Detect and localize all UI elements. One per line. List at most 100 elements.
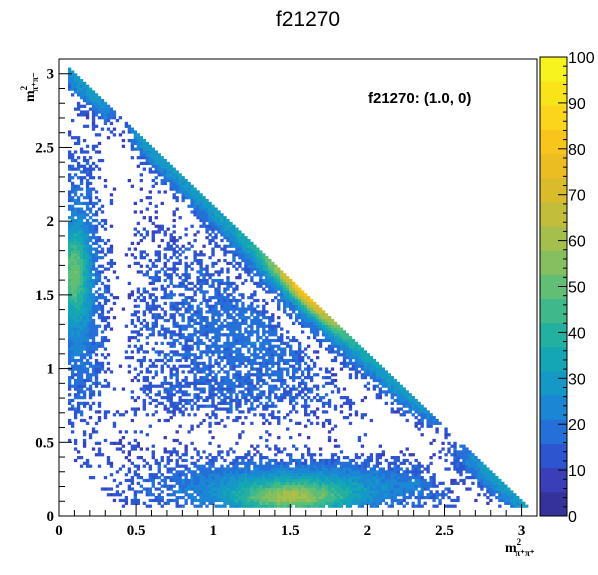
heatmap-cell bbox=[166, 407, 170, 411]
heatmap-cell bbox=[283, 278, 287, 283]
heatmap-cell bbox=[88, 198, 93, 203]
heatmap-cell bbox=[154, 364, 158, 368]
heatmap-cell bbox=[112, 316, 117, 320]
heatmap-cell bbox=[202, 330, 206, 334]
heatmap-cell bbox=[160, 156, 164, 160]
heatmap-cell bbox=[280, 356, 284, 360]
heatmap-cell bbox=[330, 378, 335, 383]
heatmap-cell bbox=[73, 273, 78, 277]
heatmap-cell bbox=[139, 264, 143, 268]
heatmap-cell bbox=[94, 373, 99, 377]
heatmap-cell bbox=[145, 301, 149, 305]
heatmap-cell bbox=[339, 333, 344, 337]
heatmap-cell bbox=[187, 413, 191, 417]
heatmap-cell bbox=[223, 407, 227, 411]
heatmap-cell bbox=[330, 324, 335, 328]
heatmap-cell bbox=[280, 384, 284, 388]
heatmap-cell bbox=[250, 321, 254, 325]
heatmap-cell bbox=[271, 470, 275, 474]
heatmap-cell bbox=[298, 464, 302, 468]
heatmap-cell bbox=[118, 493, 123, 497]
heatmap-cell bbox=[333, 336, 338, 340]
heatmap-cell bbox=[97, 381, 102, 385]
heatmap-cell bbox=[121, 490, 126, 494]
heatmap-cell bbox=[181, 318, 185, 323]
heatmap-cell bbox=[333, 493, 338, 497]
heatmap-cell bbox=[330, 350, 335, 354]
heatmap-cell bbox=[118, 430, 123, 434]
heatmap-cell bbox=[142, 478, 146, 483]
heatmap-cell bbox=[127, 484, 132, 488]
heatmap-cell bbox=[244, 487, 248, 491]
heatmap-cell bbox=[166, 470, 170, 474]
heatmap-cell bbox=[130, 378, 135, 383]
heatmap-cell bbox=[100, 127, 105, 131]
heatmap-cell bbox=[232, 333, 236, 337]
heatmap-cell bbox=[259, 476, 263, 480]
heatmap-cell bbox=[312, 336, 317, 340]
heatmap-cell bbox=[172, 210, 176, 214]
heatmap-cell bbox=[217, 350, 221, 354]
heatmap-cell bbox=[85, 230, 90, 234]
heatmap-cell bbox=[145, 230, 149, 234]
heatmap-cell bbox=[139, 484, 143, 488]
heatmap-cell bbox=[97, 307, 102, 311]
heatmap-cell bbox=[244, 467, 248, 471]
heatmap-cell bbox=[250, 261, 254, 265]
heatmap-cell bbox=[202, 367, 206, 371]
heatmap-cell bbox=[223, 350, 227, 354]
heatmap-cell bbox=[292, 296, 296, 300]
heatmap-cell bbox=[226, 464, 230, 468]
heatmap-cell bbox=[166, 476, 170, 480]
heatmap-cell bbox=[357, 344, 362, 348]
heatmap-cell bbox=[76, 198, 81, 203]
heatmap-cell bbox=[205, 336, 209, 340]
heatmap-cell bbox=[306, 316, 311, 320]
heatmap-cell bbox=[163, 256, 167, 260]
heatmap-cell bbox=[199, 456, 203, 460]
heatmap-cell bbox=[79, 313, 84, 317]
heatmap-cell bbox=[148, 490, 152, 494]
heatmap-cell bbox=[169, 167, 173, 171]
heatmap-cell bbox=[67, 407, 72, 411]
heatmap-cell bbox=[184, 464, 188, 468]
heatmap-cell bbox=[223, 478, 227, 483]
heatmap-cell bbox=[265, 404, 269, 408]
heatmap-cell bbox=[327, 333, 332, 337]
heatmap-cell bbox=[166, 176, 170, 180]
heatmap-cell bbox=[232, 387, 236, 391]
heatmap-cell bbox=[259, 361, 263, 365]
heatmap-cell bbox=[235, 396, 239, 400]
heatmap-cell bbox=[199, 473, 203, 477]
heatmap-cell bbox=[283, 378, 287, 383]
heatmap-cell bbox=[88, 247, 93, 251]
heatmap-cell bbox=[360, 496, 365, 500]
heatmap-cell bbox=[295, 393, 299, 397]
heatmap-cell bbox=[151, 481, 155, 485]
heatmap-cell bbox=[306, 470, 311, 474]
heatmap-cell bbox=[199, 253, 203, 257]
heatmap-cell bbox=[169, 233, 173, 237]
heatmap-cell bbox=[94, 256, 99, 260]
heatmap-cell bbox=[232, 498, 236, 503]
heatmap-cell bbox=[88, 404, 93, 408]
heatmap-cell bbox=[250, 487, 254, 491]
heatmap-cell bbox=[172, 338, 176, 343]
heatmap-cell bbox=[82, 93, 87, 97]
heatmap-cell bbox=[217, 493, 221, 497]
heatmap-cell bbox=[142, 161, 146, 166]
heatmap-cell bbox=[229, 481, 233, 485]
heatmap-cell bbox=[274, 290, 278, 294]
heatmap-cell bbox=[220, 464, 224, 468]
heatmap-cell bbox=[133, 313, 138, 317]
heatmap-cell bbox=[169, 293, 173, 297]
heatmap-cell bbox=[193, 361, 197, 365]
heatmap-cell bbox=[118, 467, 123, 471]
heatmap-cell bbox=[321, 490, 326, 494]
heatmap-cell bbox=[217, 470, 221, 474]
heatmap-cell bbox=[250, 490, 254, 494]
heatmap-cell bbox=[79, 84, 84, 88]
heatmap-cell bbox=[363, 384, 368, 388]
heatmap-cell bbox=[184, 493, 188, 497]
heatmap-cell bbox=[169, 290, 173, 294]
